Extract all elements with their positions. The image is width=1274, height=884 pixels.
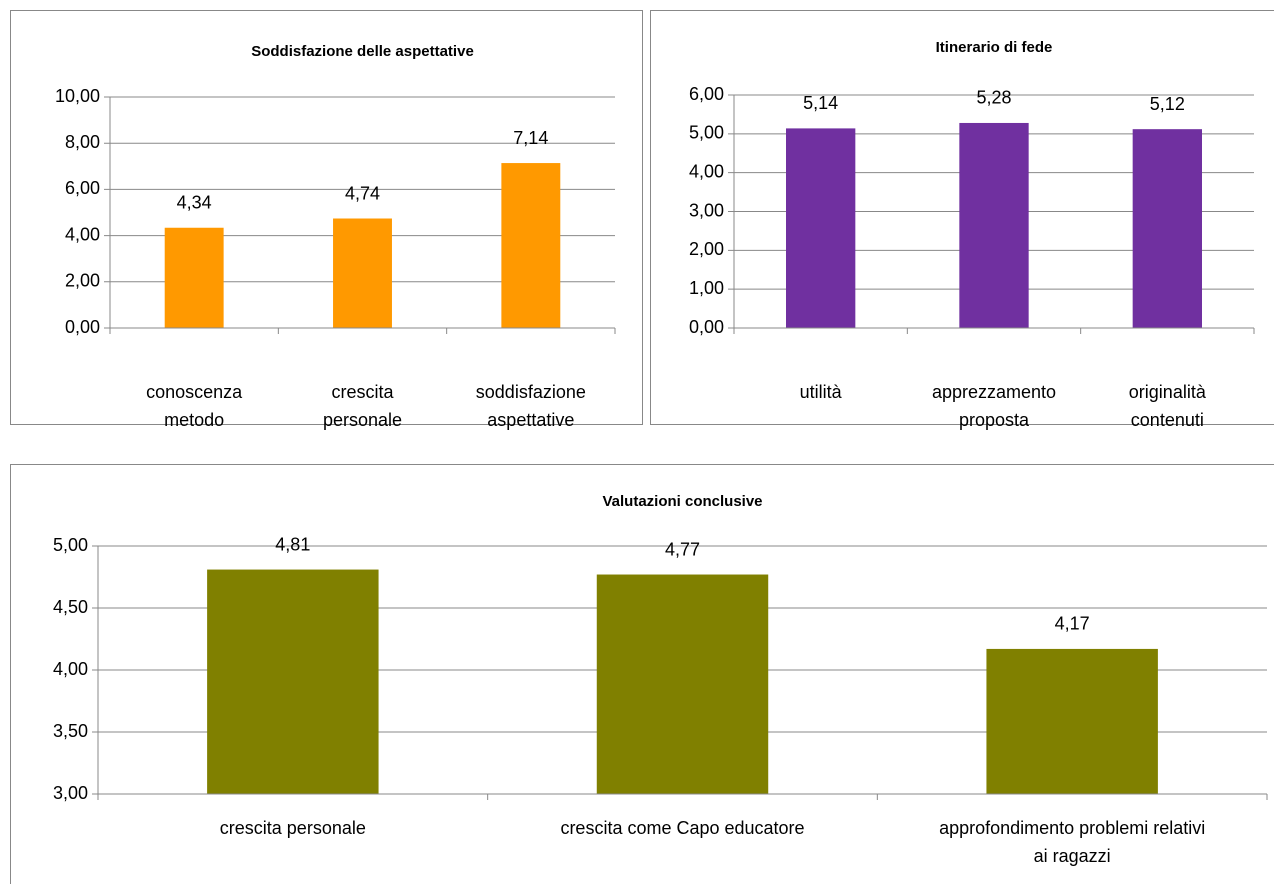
data-label: 5,28 [976,88,1011,108]
data-label: 4,81 [275,534,310,554]
y-tick-label: 4,00 [65,224,100,244]
y-tick-label: 0,00 [689,317,724,337]
x-tick-label: crescita come Capo educatore [560,818,804,838]
y-tick-label: 3,00 [53,783,88,803]
y-tick-label: 8,00 [65,132,100,152]
data-label: 4,74 [345,183,380,203]
bar [786,128,856,328]
x-tick-label: crescita personale [220,818,366,838]
y-tick-label: 4,00 [53,659,88,679]
chart-title: Itinerario di fede [936,39,1053,56]
y-tick-label: 6,00 [689,84,724,104]
y-tick-label: 1,00 [689,278,724,298]
y-tick-label: 10,00 [55,86,100,106]
data-label: 5,14 [803,93,838,113]
y-tick-label: 3,00 [689,200,724,220]
y-tick-label: 0,00 [65,317,100,337]
data-label: 7,14 [513,128,548,148]
y-tick-label: 2,00 [689,239,724,259]
y-tick-label: 6,00 [65,178,100,198]
bar [1132,129,1202,328]
data-label: 4,77 [665,539,700,559]
bar [164,227,224,328]
x-tick-label: approfondimento problemi relativi ai raga… [939,818,1205,866]
y-tick-label: 5,00 [53,535,88,555]
bar [959,122,1029,329]
y-tick-label: 3,50 [53,721,88,741]
chart-title: Soddisfazione delle aspettative [251,43,474,60]
bar [596,574,769,794]
data-label: 4,17 [1055,614,1090,634]
chart-frame [650,10,1274,425]
y-tick-label: 5,00 [689,123,724,143]
data-label: 4,34 [177,192,212,212]
bar [986,648,1158,794]
y-tick-label: 4,00 [689,161,724,181]
bar [207,569,379,794]
x-tick-label: soddisfazione aspettative [476,382,586,430]
y-tick-label: 2,00 [65,271,100,291]
bar [501,163,561,328]
chart-frame [10,464,1274,884]
x-tick-label: utilità [800,382,843,402]
x-tick-label: conoscenza metodo [146,382,243,430]
chart-frame [10,10,643,425]
x-tick-label: crescita personale [323,382,402,430]
y-tick-label: 4,50 [53,597,88,617]
chart-title: Valutazioni conclusive [602,493,762,510]
x-tick-label: originalità contenuti [1129,382,1207,430]
bar [333,218,392,328]
data-label: 5,12 [1150,94,1185,114]
x-tick-label: apprezzamento proposta [932,382,1056,430]
